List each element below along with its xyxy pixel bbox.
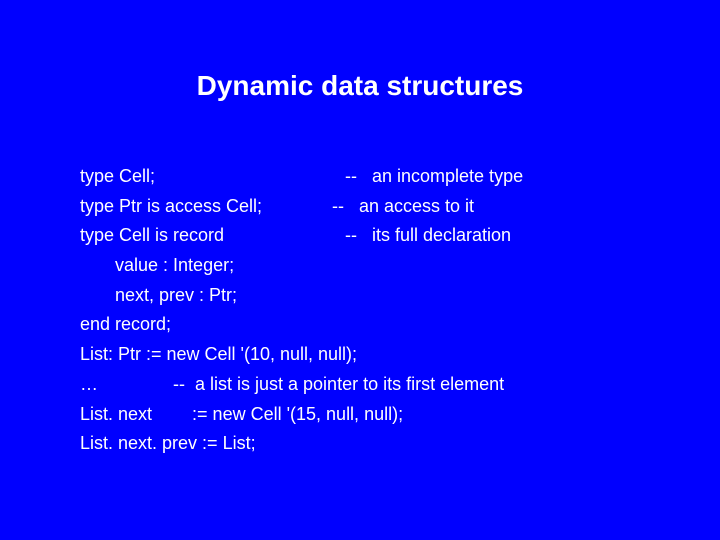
code-line: List. next. prev := List; [80, 429, 640, 459]
code-text: type Cell; [80, 162, 345, 192]
code-text: List: Ptr := new Cell '(10, null, null); [80, 340, 357, 370]
code-line: List: Ptr := new Cell '(10, null, null); [80, 340, 640, 370]
code-comment: -- an access to it [332, 192, 474, 222]
slide-body: type Cell; -- an incomplete type type Pt… [80, 162, 640, 459]
code-text: List. next := new Cell '(15, null, null)… [80, 400, 403, 430]
code-line: value : Integer; [80, 251, 640, 281]
code-text: end record; [80, 310, 171, 340]
code-line: List. next := new Cell '(15, null, null)… [80, 400, 640, 430]
code-text: … -- a list is just a pointer to its fir… [80, 370, 504, 400]
code-text: type Cell is record [80, 221, 345, 251]
code-text: List. next. prev := List; [80, 429, 256, 459]
slide: Dynamic data structures type Cell; -- an… [0, 0, 720, 540]
code-line: next, prev : Ptr; [80, 281, 640, 311]
code-text: value : Integer; [80, 251, 234, 281]
code-line: type Cell; -- an incomplete type [80, 162, 640, 192]
code-line: end record; [80, 310, 640, 340]
slide-title: Dynamic data structures [80, 70, 640, 102]
code-text: type Ptr is access Cell; [80, 192, 332, 222]
code-text: next, prev : Ptr; [80, 281, 237, 311]
code-line: … -- a list is just a pointer to its fir… [80, 370, 640, 400]
code-line: type Cell is record -- its full declarat… [80, 221, 640, 251]
code-comment: -- an incomplete type [345, 162, 523, 192]
code-line: type Ptr is access Cell; -- an access to… [80, 192, 640, 222]
code-comment: -- its full declaration [345, 221, 511, 251]
